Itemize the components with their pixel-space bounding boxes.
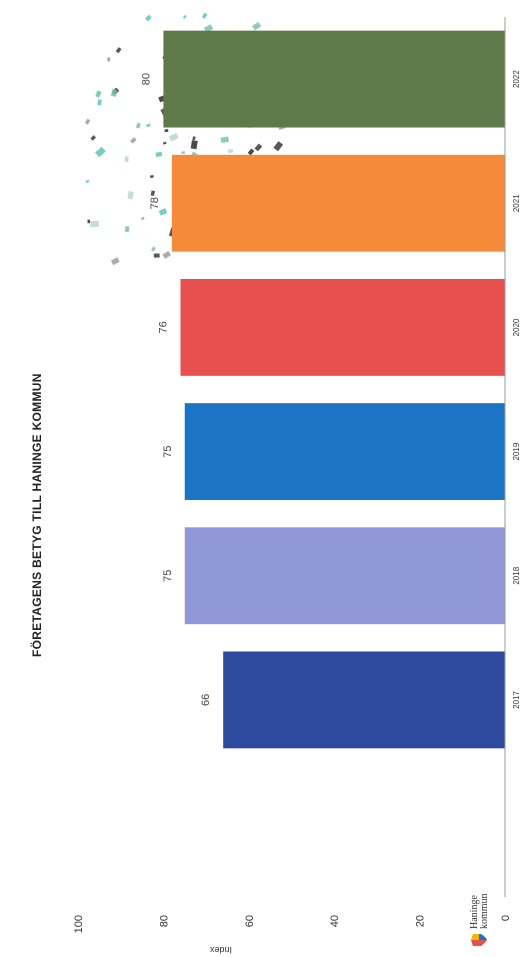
confetti-piece [95,146,106,158]
confetti-piece [190,140,198,150]
bar-value-label: 66 [200,694,212,706]
confetti-piece [203,24,214,33]
confetti-piece [130,137,137,144]
confetti-piece [254,143,263,152]
confetti-piece [162,250,172,259]
bar-value-label: 78 [149,197,161,209]
bar-value-label: 76 [157,321,169,333]
bar-value-label: 75 [162,570,174,582]
logo: Haninge kommun [469,893,490,947]
confetti-piece [181,151,186,155]
confetti-piece [150,175,154,178]
bar-value-label: 75 [162,445,174,457]
confetti-piece [110,257,120,266]
confetti-piece [84,118,91,125]
confetti-piece [140,216,145,221]
y-tick-label: 0 [500,915,512,921]
bar-2019 [184,403,505,501]
bar-2022 [163,30,505,128]
confetti-piece [110,88,118,97]
confetti-piece [135,122,141,129]
confetti-piece [162,141,167,145]
x-tick-label: 2020 [512,318,521,336]
confetti-piece [85,179,90,184]
bar-2021 [171,154,505,252]
x-tick-label: 2018 [512,566,521,584]
confetti-piece [115,47,122,54]
confetti-piece [168,132,179,142]
bar-2020 [180,278,505,376]
x-tick-label: 2019 [512,442,521,460]
y-tick-label: 100 [73,915,85,933]
confetti-piece [247,148,255,156]
confetti-piece [97,99,102,106]
confetti-piece [164,129,169,133]
confetti-piece [124,225,130,233]
x-tick-label: 2022 [512,70,521,88]
confetti-piece [182,14,187,19]
confetti-piece [273,141,284,152]
confetti-piece [127,191,134,200]
confetti-piece [158,208,168,216]
confetti-piece [146,123,151,128]
confetti-piece [150,190,156,197]
confetti-piece [107,57,111,62]
confetti-piece [90,220,99,228]
logo-line-2: kommun [479,893,490,929]
confetti-piece [227,149,234,154]
bar-2018 [184,527,505,625]
confetti-piece [95,90,102,98]
confetti-piece [90,135,96,141]
haninge-logo-icon [471,934,487,946]
confetti-piece [252,21,262,31]
confetti-piece [153,253,160,258]
y-tick-label: 20 [415,915,427,927]
x-tick-label: 2021 [512,194,521,212]
confetti-piece [220,136,229,143]
confetti-piece [155,151,163,158]
confetti-piece [144,14,152,22]
confetti-piece [192,136,196,141]
confetti-piece [124,156,129,162]
confetti-piece [87,219,90,224]
bar-2017 [223,651,505,749]
confetti-piece [201,12,208,19]
x-tick-label: 2017 [512,690,521,708]
y-tick-label: 80 [158,915,170,927]
bar-value-label: 80 [140,73,152,85]
y-tick-label: 60 [244,915,256,927]
confetti-piece [151,246,156,252]
y-tick-label: 40 [329,915,341,927]
